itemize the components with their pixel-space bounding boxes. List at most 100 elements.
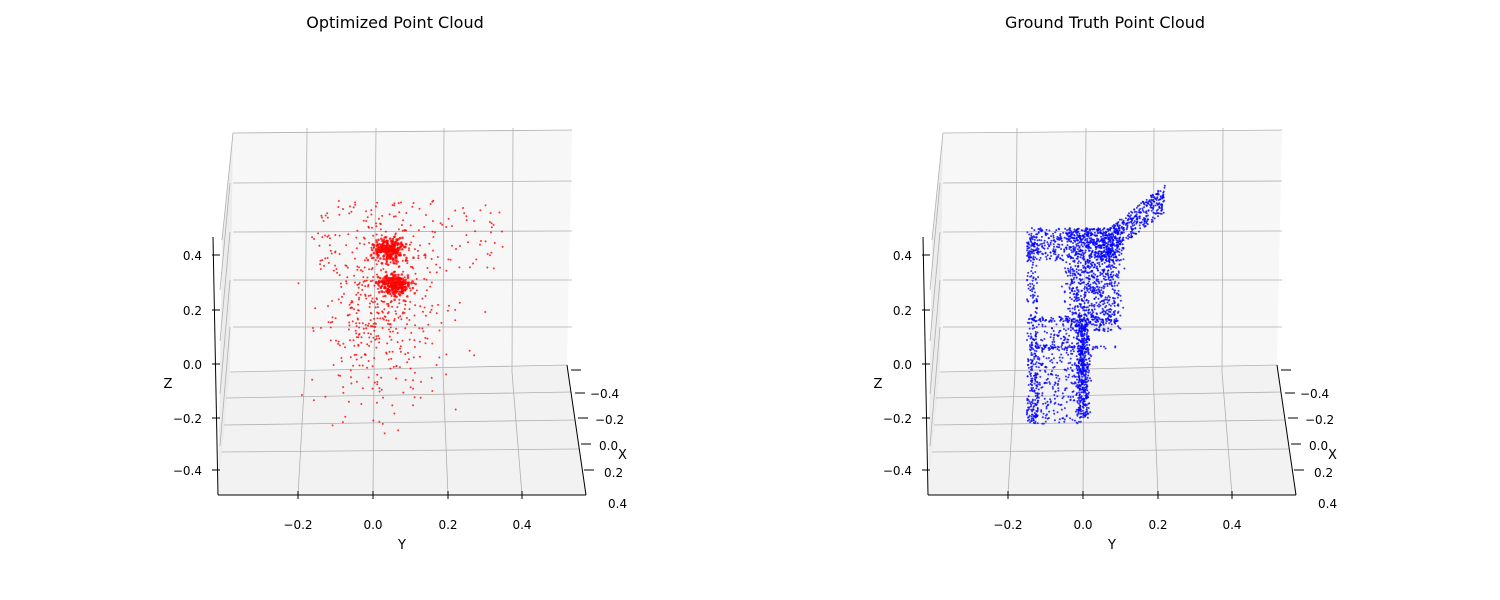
data-point [1075, 393, 1078, 396]
data-point [1031, 296, 1034, 299]
data-point [1042, 355, 1045, 358]
data-point [1031, 290, 1034, 293]
data-point [1083, 415, 1086, 418]
data-point [1147, 214, 1149, 217]
data-point [377, 334, 380, 337]
data-point [391, 257, 395, 260]
data-point [422, 330, 425, 333]
data-point [1042, 412, 1045, 415]
data-point [1102, 275, 1105, 278]
data-point [1082, 412, 1085, 415]
data-point [1120, 249, 1123, 252]
data-point [1069, 326, 1072, 329]
data-point [366, 216, 369, 219]
data-point [1052, 357, 1055, 360]
data-point [1113, 226, 1116, 229]
data-point [1130, 210, 1133, 213]
data-point [1078, 241, 1081, 244]
data-point [1087, 282, 1090, 285]
data-point [1118, 254, 1121, 257]
data-point [1105, 273, 1108, 276]
data-point [1085, 309, 1088, 312]
data-point [1074, 382, 1077, 385]
data-point [311, 378, 314, 381]
data-point [1029, 289, 1032, 292]
data-point [391, 350, 394, 353]
data-point [1059, 257, 1062, 260]
data-point [1143, 206, 1146, 209]
data-point [1123, 267, 1126, 270]
data-point [1077, 227, 1080, 230]
data-point [349, 307, 352, 309]
data-point [1029, 275, 1032, 278]
data-point [1088, 228, 1091, 231]
data-point [1101, 307, 1104, 310]
data-point [355, 293, 358, 296]
data-point [431, 200, 434, 203]
data-point [341, 421, 344, 424]
data-point [1086, 306, 1089, 309]
data-point [412, 356, 415, 359]
data-point [398, 287, 401, 290]
data-point [406, 361, 409, 364]
data-point [403, 276, 406, 279]
data-point [1099, 258, 1102, 260]
data-point [1159, 198, 1162, 201]
data-point [1104, 312, 1107, 315]
data-point [382, 295, 385, 298]
data-point [1096, 258, 1099, 261]
data-point [1067, 327, 1070, 330]
data-point [1077, 371, 1080, 374]
data-point [1039, 320, 1042, 323]
data-point [1079, 318, 1082, 321]
data-point [337, 340, 340, 343]
data-point [1091, 242, 1094, 245]
data-point [1105, 282, 1108, 285]
data-point [1108, 256, 1111, 259]
data-point [1127, 237, 1130, 240]
data-point [1069, 366, 1072, 369]
data-point [1045, 258, 1048, 261]
data-point [397, 429, 400, 432]
data-point [1086, 231, 1088, 234]
data-point [1061, 240, 1063, 242]
data-point [1057, 380, 1060, 383]
data-point [340, 357, 343, 359]
data-point [375, 322, 377, 325]
data-point [1143, 202, 1146, 205]
data-point [355, 325, 358, 328]
data-point [329, 237, 331, 240]
data-point [1052, 336, 1055, 339]
data-point [379, 228, 382, 231]
data-point [1108, 322, 1111, 325]
data-point [414, 282, 417, 286]
data-point [1030, 248, 1033, 251]
data-point [1090, 379, 1093, 382]
data-point [1056, 345, 1059, 348]
data-point [398, 279, 402, 283]
data-point [1075, 367, 1078, 370]
data-point [312, 327, 314, 329]
data-point [1030, 405, 1032, 408]
data-point [1120, 218, 1123, 221]
data-point [1107, 278, 1110, 281]
data-point [1032, 387, 1034, 389]
data-point [399, 290, 402, 293]
data-point [1078, 278, 1081, 280]
data-point [1047, 237, 1050, 240]
data-point [422, 310, 424, 313]
data-point [1091, 250, 1094, 253]
data-point [1118, 263, 1121, 266]
data-point [1157, 212, 1160, 215]
data-point [1091, 264, 1094, 267]
data-point [1039, 369, 1042, 372]
data-point [1091, 312, 1094, 315]
data-point [1118, 248, 1121, 251]
data-point [1076, 401, 1079, 404]
data-point [1078, 236, 1081, 239]
data-point [1052, 252, 1055, 255]
data-point [1031, 369, 1034, 371]
data-point [367, 294, 370, 297]
data-point [409, 224, 412, 227]
